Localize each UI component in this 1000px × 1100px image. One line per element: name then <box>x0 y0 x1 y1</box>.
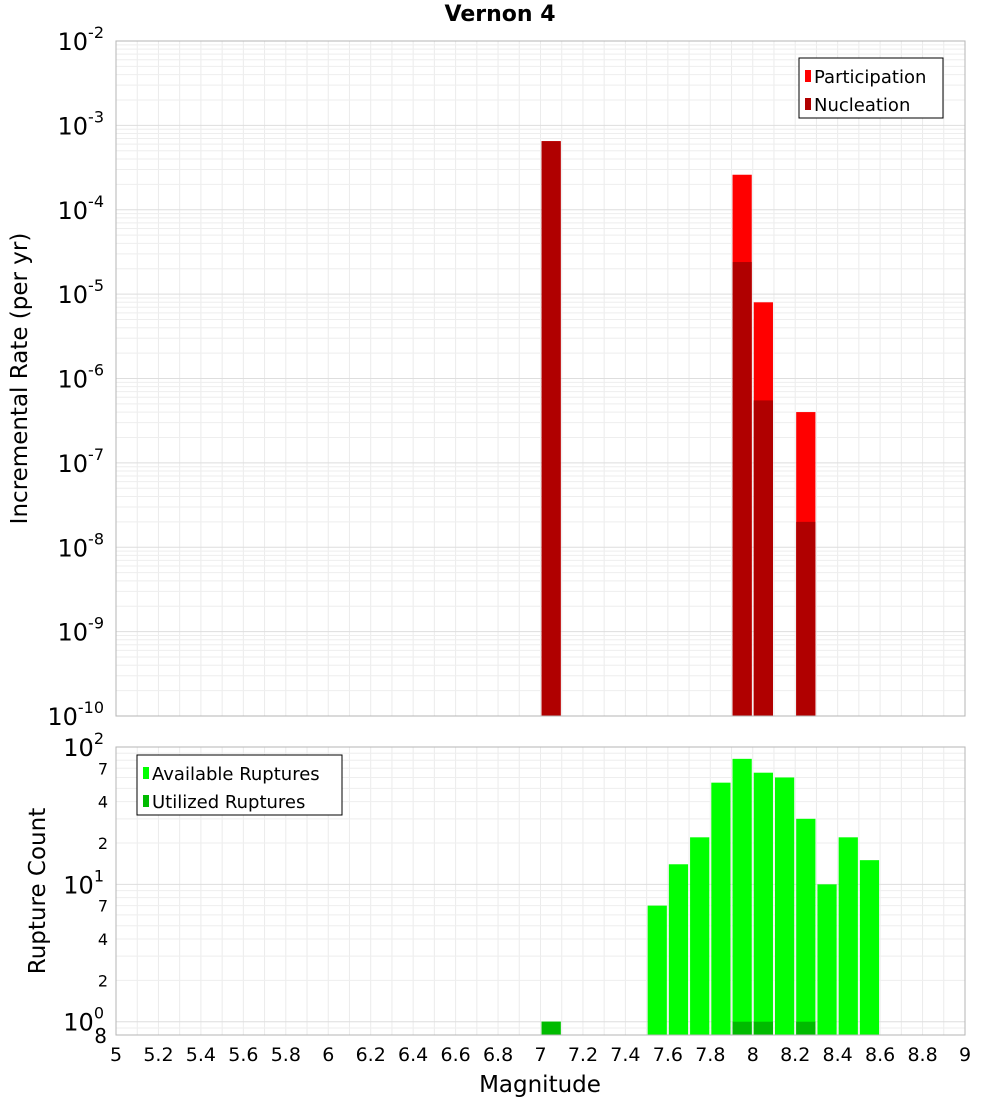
legend-swatch <box>143 795 149 807</box>
bar <box>753 400 773 716</box>
series-available-ruptures <box>541 758 880 1035</box>
bar <box>647 905 667 1035</box>
y-tick-label: 10-9 <box>58 614 105 647</box>
legend-label: Participation <box>814 67 926 88</box>
legend-bottom: Available Ruptures Utilized Ruptures <box>136 754 343 816</box>
x-tick-label: 7.4 <box>610 1044 640 1066</box>
plot-frame <box>115 40 966 717</box>
y-tick-label: 101 <box>63 866 104 899</box>
x-axis-label: Magnitude <box>479 1072 601 1098</box>
bar <box>753 772 773 1035</box>
bar <box>753 1021 773 1035</box>
x-tick-label: 8.6 <box>865 1044 895 1066</box>
x-tick-label: 5.6 <box>228 1044 258 1066</box>
plot-frame <box>115 746 966 1036</box>
x-tick-label: 8.8 <box>907 1044 937 1066</box>
legend-swatch <box>805 70 811 82</box>
y-tick-label: 10-10 <box>47 698 104 731</box>
x-tick-label: 7.6 <box>653 1044 683 1066</box>
legend-label: Available Ruptures <box>152 764 320 785</box>
y-tick-label: 7 <box>98 759 108 778</box>
bar <box>859 860 880 1035</box>
x-tick-label: 7.2 <box>568 1044 598 1066</box>
y-tick-label: 4 <box>98 930 108 949</box>
x-tick-label: 8.4 <box>823 1044 853 1066</box>
chart-title: Vernon 4 <box>444 2 556 27</box>
y-tick-label: 10-4 <box>58 192 105 225</box>
x-tick-label: 6.6 <box>440 1044 470 1066</box>
legend-top: Participation Nucleation <box>798 57 944 119</box>
bar <box>668 864 689 1035</box>
bar <box>796 1021 816 1035</box>
y-tick-label: 10-6 <box>58 361 105 394</box>
series-utilized-ruptures <box>541 1021 816 1035</box>
legend-swatch <box>143 767 149 779</box>
x-tick-label: 5.8 <box>271 1044 301 1066</box>
y-tick-label: 100 <box>63 1004 104 1037</box>
bar <box>690 837 710 1035</box>
x-tick-label: 6.4 <box>398 1044 428 1066</box>
y-tick-label: 102 <box>63 729 104 762</box>
grid-lines <box>115 41 966 717</box>
y-tick-label: 10-8 <box>58 529 105 562</box>
x-tick-label: 8.2 <box>780 1044 810 1066</box>
y-axis-label: Rupture Count <box>25 808 51 974</box>
y-tick-label: 2 <box>98 834 108 853</box>
bar <box>796 521 816 716</box>
y-tick-label: 7 <box>98 897 108 916</box>
bar <box>817 884 837 1035</box>
x-tick-label: 5 <box>110 1044 122 1066</box>
x-tick-label: 9 <box>959 1044 971 1066</box>
x-tick-label: 6.8 <box>483 1044 513 1066</box>
bar <box>796 818 816 1035</box>
x-tick-label: 7.8 <box>695 1044 725 1066</box>
y-tick-label: 10-2 <box>58 23 105 56</box>
bar <box>732 262 752 716</box>
bar <box>838 837 858 1035</box>
x-tick-label: 7 <box>534 1044 546 1066</box>
y-tick-label: 10-7 <box>58 445 105 478</box>
bar <box>732 1021 752 1035</box>
y-tick-label: 2 <box>98 971 108 990</box>
bar <box>711 782 731 1035</box>
x-tick-label: 8 <box>747 1044 759 1066</box>
x-tick-label: 5.4 <box>186 1044 216 1066</box>
bar <box>732 758 752 1035</box>
y-axis-label: Incremental Rate (per yr) <box>7 233 33 525</box>
x-tick-label: 6 <box>322 1044 334 1066</box>
legend-label: Nucleation <box>814 95 910 116</box>
bar <box>541 1021 561 1035</box>
legend-swatch <box>805 98 811 110</box>
y-tick-label: 8 <box>94 1024 107 1048</box>
y-tick-label: 10-5 <box>58 276 105 309</box>
y-tick-label: 4 <box>98 793 108 812</box>
bar <box>774 777 795 1035</box>
y-tick-label: 10-3 <box>58 107 105 140</box>
x-tick-label: 6.2 <box>356 1044 386 1066</box>
legend-label: Utilized Ruptures <box>152 792 305 813</box>
series-nucleation <box>541 141 816 717</box>
x-tick-label: 5.2 <box>143 1044 173 1066</box>
bar <box>541 141 561 717</box>
